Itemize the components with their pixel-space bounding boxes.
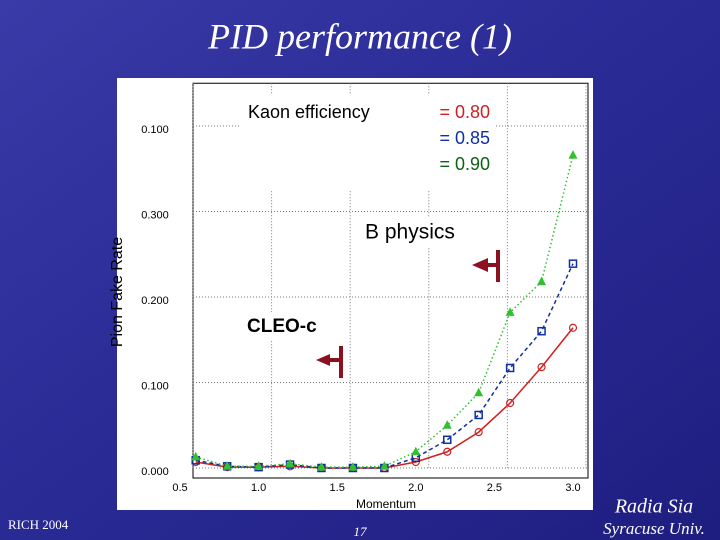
y-tick-label: 0.200 — [141, 295, 169, 307]
data-point — [442, 435, 452, 445]
data-point — [537, 363, 546, 372]
arrow — [316, 354, 330, 366]
legend-entry: = 0.85 — [439, 128, 490, 148]
annotation-box — [243, 312, 328, 340]
plot-frame — [192, 82, 589, 479]
page-number: 17 — [354, 524, 368, 539]
data-point — [285, 458, 295, 468]
annotation-box — [360, 218, 490, 248]
data-point — [191, 451, 201, 461]
data-point — [474, 427, 483, 437]
data-point — [411, 457, 420, 467]
data-point — [348, 462, 358, 471]
y-tick-label: 0.300 — [141, 209, 169, 221]
x-tick-label: 3.0 — [565, 482, 580, 494]
x-axis-label: Momentum — [356, 497, 416, 511]
data-point — [379, 461, 389, 470]
y-tick-label: 0.100 — [141, 380, 169, 392]
conference: RICH 2004 — [8, 517, 69, 532]
arrow — [488, 263, 498, 267]
x-tick-label: 1.5 — [330, 482, 345, 494]
arrow — [472, 258, 488, 272]
arrow — [339, 346, 343, 378]
data-point — [411, 446, 421, 456]
x-tick-label: 0.5 — [172, 482, 187, 494]
x-tick-label: 2.5 — [487, 482, 502, 494]
data-point — [505, 363, 515, 373]
data-point — [316, 462, 326, 471]
annotation: B physics — [365, 221, 455, 244]
data-point — [568, 259, 578, 268]
annotation: CLEO-c — [247, 316, 317, 337]
y-tick-label: 0.100 — [141, 124, 169, 136]
y-axis-label: Pion Fake Rate — [109, 237, 126, 347]
data-point — [474, 387, 484, 397]
institution: Syracuse Univ. — [603, 519, 705, 538]
data-point — [474, 410, 483, 420]
data-point — [505, 307, 515, 316]
arrow — [496, 250, 500, 282]
x-tick-label: 2.0 — [408, 482, 423, 494]
legend-box — [240, 95, 495, 190]
data-point — [506, 398, 515, 408]
legend-entry: = 0.80 — [439, 102, 490, 122]
data-point — [568, 150, 578, 159]
arrow — [330, 358, 340, 362]
data-point — [222, 461, 232, 470]
legend-entry: = 0.90 — [439, 154, 490, 174]
data-point — [537, 326, 546, 336]
legend-title: Kaon efficiency — [248, 102, 370, 122]
x-tick-label: 1.0 — [251, 482, 266, 494]
data-point — [537, 276, 547, 286]
author: Radia Sia — [614, 496, 693, 518]
data-point — [254, 461, 264, 470]
data-point — [442, 420, 452, 429]
data-point — [443, 447, 452, 456]
plot: 0.000 0.100 0.200 0.300 0.100 0.5 1.0 1.5 2.0 2.5… — [141, 82, 589, 494]
slide-title: PID performance (1) — [207, 16, 512, 56]
data-point — [568, 323, 578, 332]
y-tick-label: 0.000 — [141, 466, 169, 478]
